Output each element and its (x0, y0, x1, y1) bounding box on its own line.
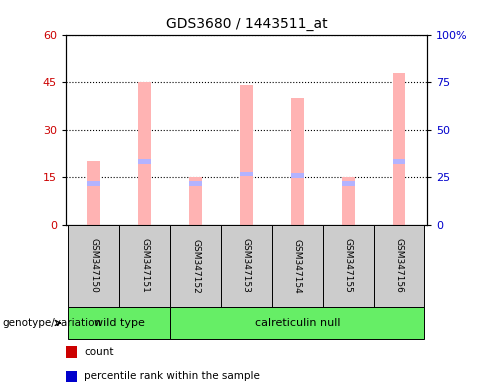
Bar (139, 159, 151, 164)
Bar (393, 73, 406, 225)
Bar (342, 181, 354, 186)
Text: wild type: wild type (94, 318, 145, 328)
Text: GSM347155: GSM347155 (344, 238, 353, 293)
Text: GSM347150: GSM347150 (89, 238, 99, 293)
Text: calreticulin null: calreticulin null (255, 318, 340, 328)
Bar (393, 159, 406, 164)
Text: GSM347153: GSM347153 (242, 238, 251, 293)
Bar (87, 181, 100, 186)
Text: GSM347151: GSM347151 (140, 238, 149, 293)
Text: genotype/variation: genotype/variation (2, 318, 102, 328)
Bar (189, 177, 202, 225)
Bar (189, 181, 202, 186)
Bar (291, 98, 304, 225)
Text: GSM347156: GSM347156 (394, 238, 404, 293)
Text: percentile rank within the sample: percentile rank within the sample (84, 371, 260, 381)
Text: GSM347152: GSM347152 (191, 238, 200, 293)
Bar (342, 177, 354, 225)
Bar (240, 85, 253, 225)
Text: count: count (84, 347, 113, 357)
Bar (240, 172, 253, 176)
Text: GSM347154: GSM347154 (293, 238, 302, 293)
Bar (291, 173, 304, 178)
Bar (87, 161, 100, 225)
Title: GDS3680 / 1443511_at: GDS3680 / 1443511_at (165, 17, 327, 31)
Bar (139, 82, 151, 225)
